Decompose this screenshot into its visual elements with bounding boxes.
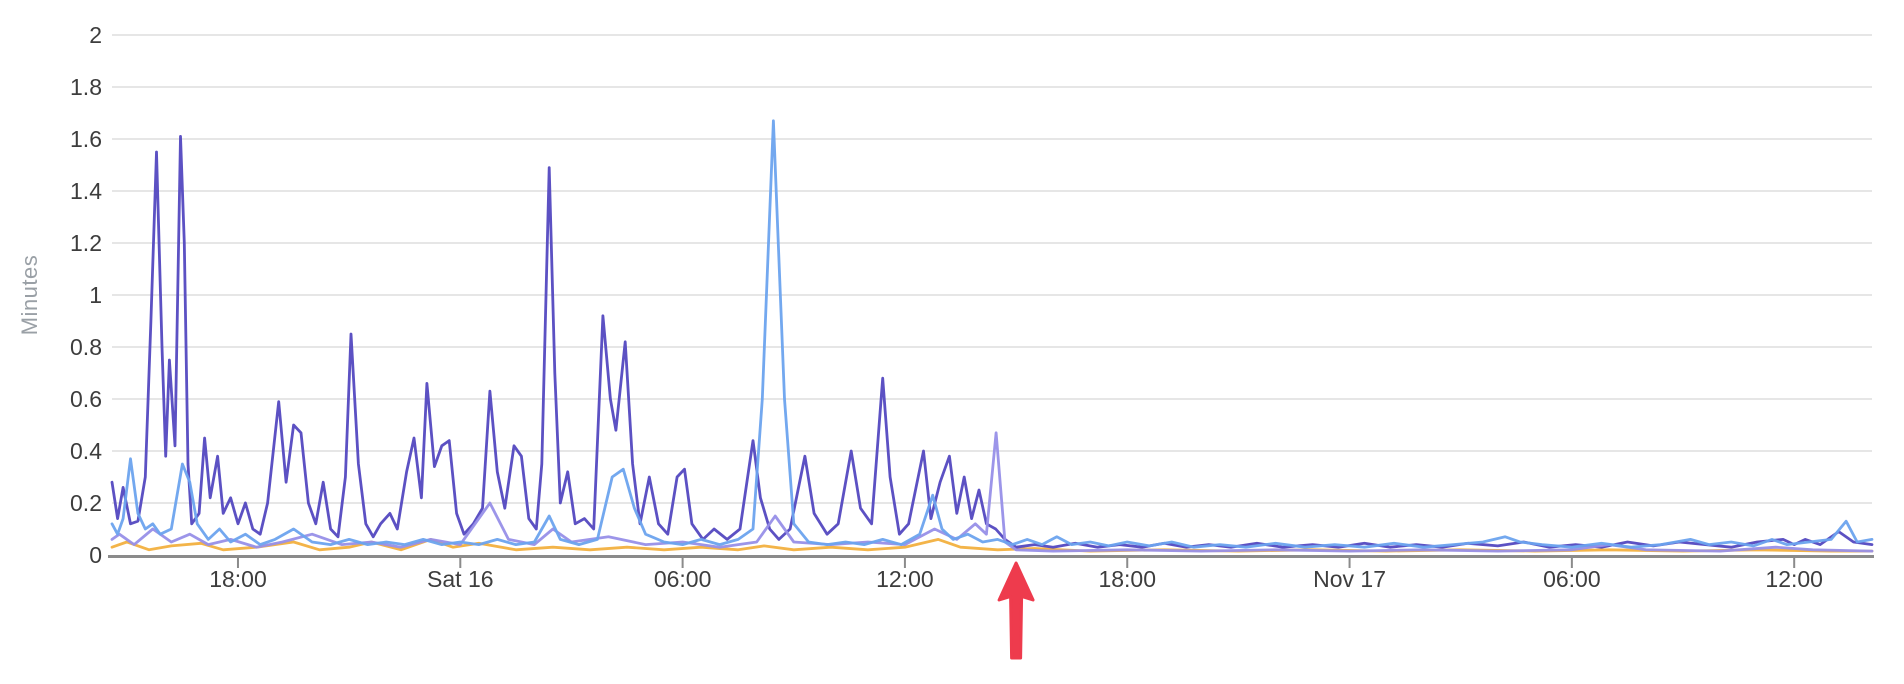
y-tick-label: 0.2	[70, 490, 102, 516]
y-tick-label: 1	[89, 282, 102, 308]
series-line-light_purple	[110, 431, 1874, 553]
x-tick-label: 06:00	[654, 566, 712, 592]
series-line-blue	[110, 119, 1874, 549]
y-axis-title: Minutes	[17, 254, 42, 336]
x-tick-label: 06:00	[1543, 566, 1601, 592]
x-tick-label: 18:00	[1098, 566, 1156, 592]
y-tick-label: 1.2	[70, 230, 102, 256]
y-tick-label: 1.6	[70, 126, 102, 152]
x-tick-label: Sat 16	[427, 566, 494, 592]
x-tick-label: 18:00	[209, 566, 267, 592]
y-tick-label: 1.4	[70, 178, 102, 204]
y-tick-label: 0.4	[70, 438, 102, 464]
x-tick-label: Nov 17	[1313, 566, 1386, 592]
red-arrow-annotation	[997, 561, 1035, 660]
x-tick-label: 12:00	[876, 566, 934, 592]
y-tick-label: 1.8	[70, 74, 102, 100]
y-tick-label: 0.6	[70, 386, 102, 412]
x-tick-label: 12:00	[1765, 566, 1823, 592]
y-tick-label: 0	[89, 542, 102, 568]
y-tick-label: 2	[89, 22, 102, 48]
y-tick-label: 0.8	[70, 334, 102, 360]
